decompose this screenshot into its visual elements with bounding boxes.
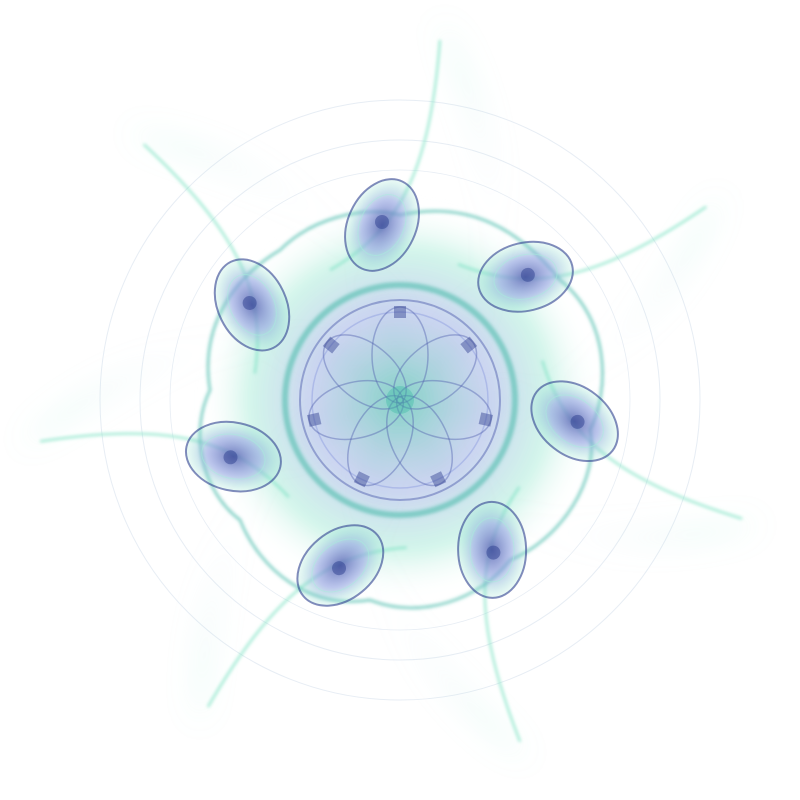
flame-arm xyxy=(20,341,400,446)
central-rosette xyxy=(282,282,518,518)
pods xyxy=(184,178,619,607)
pod xyxy=(344,178,420,272)
flame-arm xyxy=(400,400,762,546)
orbit-rings xyxy=(99,99,701,701)
flame-arm xyxy=(127,131,405,400)
pod xyxy=(457,500,528,599)
pod xyxy=(213,258,291,352)
pod xyxy=(296,524,385,607)
flame-arm xyxy=(400,194,722,412)
pod xyxy=(477,240,574,313)
flame-arm xyxy=(400,20,499,400)
pod xyxy=(530,380,619,463)
pod xyxy=(184,420,282,493)
